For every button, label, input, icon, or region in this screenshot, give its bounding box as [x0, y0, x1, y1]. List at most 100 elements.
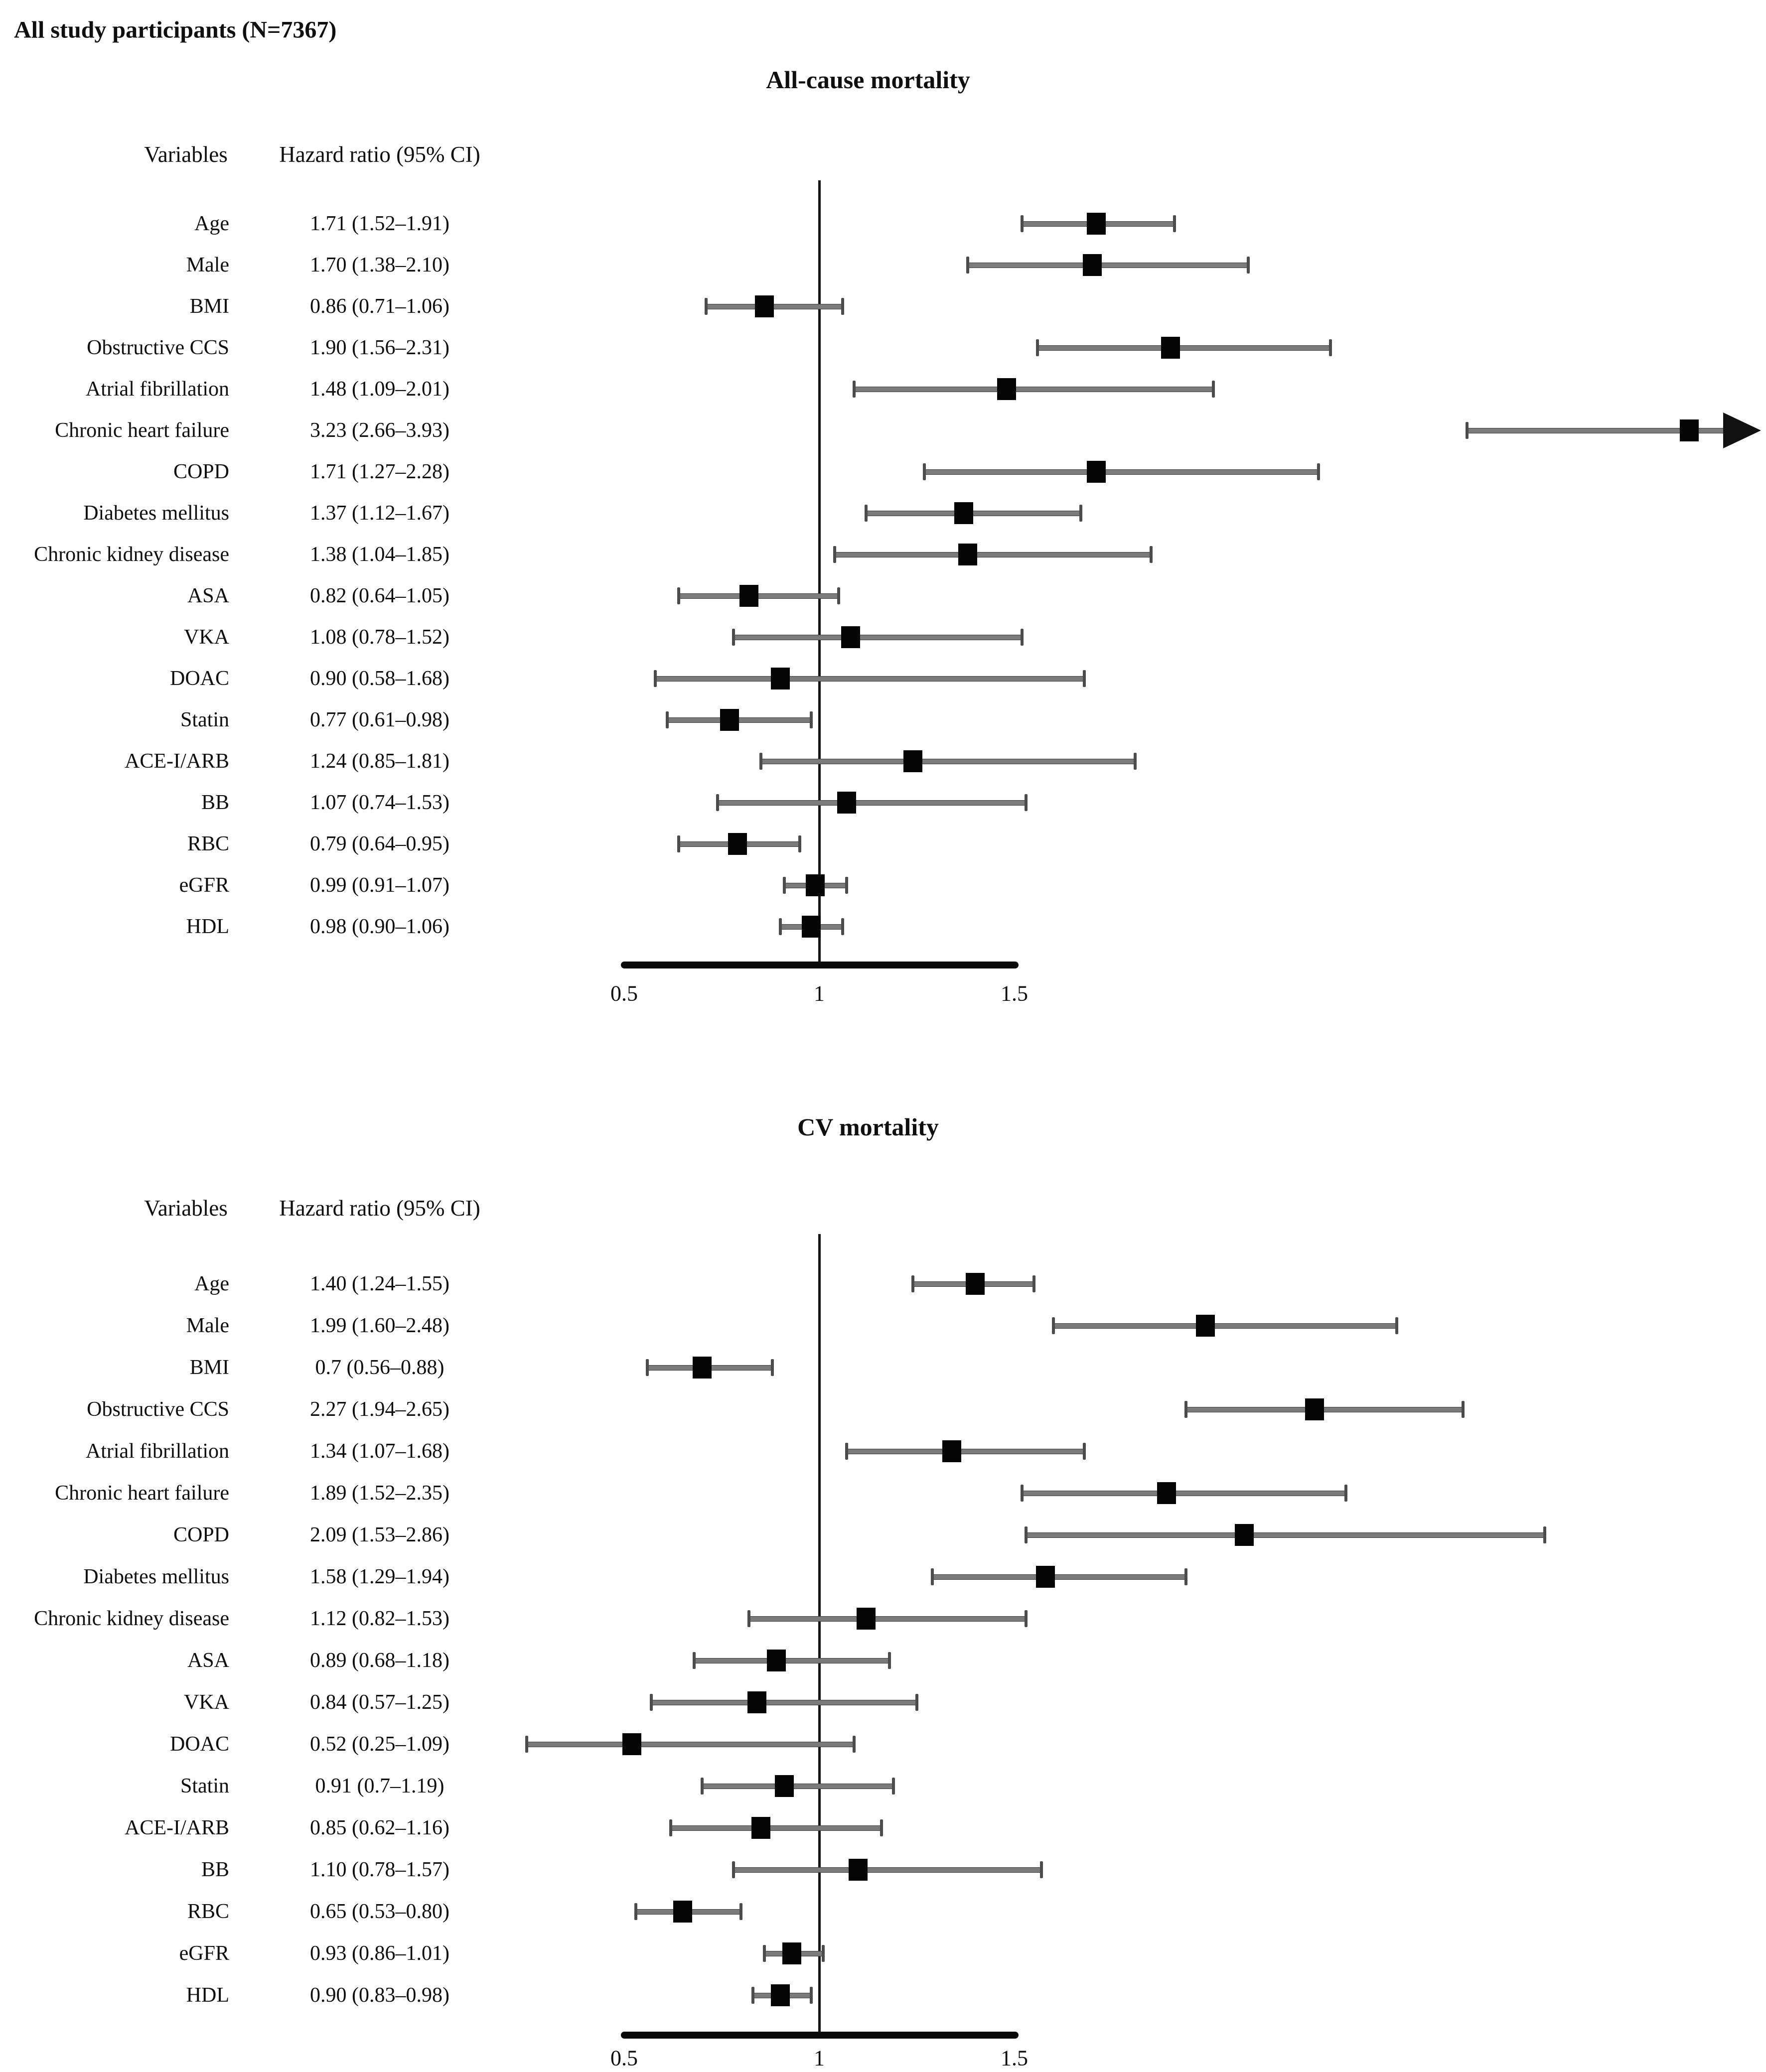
row-hr-value-chronic-heart-failure: 3.23 (2.66–3.93) [310, 419, 449, 442]
axis-line [621, 2032, 1019, 2039]
row-label-vka: VKA [184, 626, 229, 649]
point-estimate-marker [802, 916, 821, 938]
point-estimate-marker [837, 792, 856, 814]
ci-cap-right [821, 1945, 825, 1962]
point-estimate-marker [1086, 461, 1106, 483]
row-hr-value-vka: 1.08 (0.78–1.52) [310, 626, 449, 649]
ci-cap-left [669, 1819, 673, 1836]
point-estimate-marker [622, 1733, 642, 1755]
ci-cap-left [1021, 1485, 1024, 1502]
row-label-chronic-kidney-disease: Chronic kidney disease [34, 543, 229, 566]
row-hr-value-obstructive-ccs: 1.90 (1.56–2.31) [310, 336, 449, 359]
row-label-bb: BB [201, 1858, 229, 1881]
axis-tick-label: 1.5 [1001, 2046, 1028, 2071]
row-label-atrial-fibrillation: Atrial fibrillation [85, 1440, 229, 1463]
ci-cap-left [716, 794, 720, 811]
row-hr-value-vka: 0.84 (0.57–1.25) [310, 1691, 449, 1714]
row-hr-value-copd: 2.09 (1.53–2.86) [310, 1523, 449, 1546]
point-estimate-marker [747, 1691, 766, 1713]
row-label-diabetes-mellitus: Diabetes mellitus [83, 1565, 229, 1588]
row-label-ace-i-arb: ACE-I/ARB [125, 1816, 229, 1839]
column-header-hazard-ratio: Hazard ratio (95% CI) [279, 1196, 480, 1221]
row-hr-value-bb: 1.07 (0.74–1.53) [310, 791, 449, 814]
ci-line [702, 1784, 893, 1789]
row-label-diabetes-mellitus: Diabetes mellitus [83, 502, 229, 525]
ci-line [694, 1658, 889, 1663]
point-estimate-marker [841, 626, 860, 648]
row-label-obstructive-ccs: Obstructive CCS [87, 336, 229, 359]
ci-cap-right [1024, 794, 1028, 811]
row-hr-value-doac: 0.52 (0.25–1.09) [310, 1733, 449, 1756]
ci-cap-left [759, 753, 762, 770]
point-estimate-marker [693, 1357, 712, 1379]
point-estimate-marker [1083, 254, 1102, 276]
ci-line [667, 717, 812, 723]
column-header-hazard-ratio: Hazard ratio (95% CI) [279, 142, 480, 167]
ci-cap-right [837, 587, 841, 604]
row-hr-value-asa: 0.82 (0.64–1.05) [310, 584, 449, 607]
row-label-bb: BB [201, 791, 229, 814]
row-label-chronic-heart-failure: Chronic heart failure [55, 1482, 229, 1505]
point-estimate-marker [766, 1650, 786, 1671]
row-hr-value-age: 1.40 (1.24–1.55) [310, 1272, 449, 1295]
ci-cap-right [1024, 1610, 1028, 1627]
row-label-bmi: BMI [189, 295, 229, 318]
row-hr-value-atrial-fibrillation: 1.48 (1.09–2.01) [310, 378, 449, 401]
row-label-hdl: HDL [186, 915, 229, 938]
point-estimate-marker [1235, 1524, 1254, 1546]
ci-line [1037, 345, 1330, 351]
point-estimate-marker [1680, 419, 1699, 441]
row-hr-value-obstructive-ccs: 2.27 (1.94–2.65) [310, 1398, 449, 1421]
point-estimate-marker [1157, 1482, 1176, 1504]
row-label-asa: ASA [187, 584, 229, 607]
axis-tick-label: 1.5 [1001, 981, 1028, 1006]
ci-cap-right [841, 298, 844, 315]
ci-line [526, 1742, 855, 1747]
row-hr-value-atrial-fibrillation: 1.34 (1.07–1.68) [310, 1440, 449, 1463]
axis-tick-label: 1 [814, 981, 825, 1006]
ci-line [1026, 1532, 1545, 1538]
row-hr-value-statin: 0.77 (0.61–0.98) [310, 708, 449, 731]
ci-line [733, 635, 1023, 640]
ci-cap-right [1247, 257, 1250, 274]
point-estimate-marker [751, 1817, 770, 1839]
point-estimate-marker [1086, 213, 1106, 235]
ci-cap-right [1021, 629, 1024, 646]
point-estimate-marker [856, 1608, 876, 1630]
ci-cap-left [778, 918, 782, 935]
ci-cap-right [1040, 1861, 1043, 1878]
point-estimate-marker [958, 544, 977, 565]
row-label-age: Age [194, 212, 229, 235]
panel-title-all-cause-mortality: All-cause mortality [766, 66, 970, 94]
row-hr-value-egfr: 0.99 (0.91–1.07) [310, 874, 449, 897]
row-label-statin: Statin [180, 708, 229, 731]
row-label-doac: DOAC [169, 1733, 229, 1756]
row-label-copd: COPD [173, 460, 229, 483]
row-label-vka: VKA [184, 1691, 229, 1714]
ci-cap-right [891, 1778, 895, 1795]
point-estimate-marker [1196, 1315, 1215, 1337]
point-estimate-marker [739, 585, 759, 607]
ci-cap-left [763, 1945, 766, 1962]
ci-cap-left [525, 1736, 528, 1753]
point-estimate-marker [720, 709, 739, 731]
ci-cap-right [1149, 546, 1153, 563]
ci-line [706, 304, 843, 309]
ci-cap-right [915, 1694, 918, 1711]
point-estimate-marker [903, 750, 922, 772]
ci-line [671, 1825, 882, 1831]
ci-cap-right [1134, 753, 1137, 770]
ci-cap-left [833, 546, 837, 563]
ci-cap-right [1328, 339, 1332, 356]
row-hr-value-hdl: 0.90 (0.83–0.98) [310, 1984, 449, 2007]
ci-line [749, 1616, 1026, 1622]
row-hr-value-chronic-kidney-disease: 1.12 (0.82–1.53) [310, 1607, 449, 1630]
point-estimate-marker [673, 1901, 692, 1923]
reference-line [818, 1234, 821, 2035]
row-hr-value-egfr: 0.93 (0.86–1.01) [310, 1942, 449, 1965]
row-label-hdl: HDL [186, 1984, 229, 2007]
row-hr-value-bb: 1.10 (0.78–1.57) [310, 1858, 449, 1881]
ci-line [1022, 1491, 1346, 1496]
row-hr-value-diabetes-mellitus: 1.58 (1.29–1.94) [310, 1565, 449, 1588]
row-label-doac: DOAC [169, 667, 229, 690]
